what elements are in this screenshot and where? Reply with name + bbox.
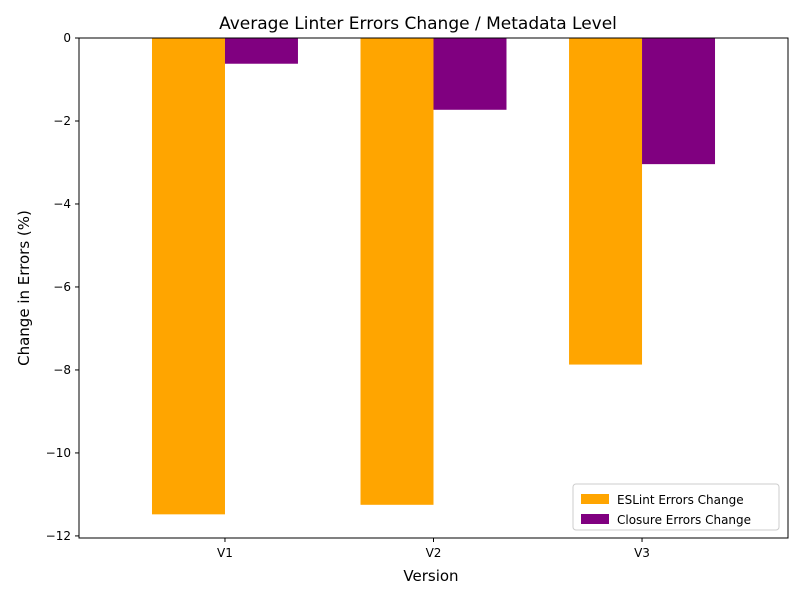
y-tick-label: −12	[46, 529, 71, 543]
y-tick-label: −2	[53, 114, 71, 128]
bar-eslint-v1	[151, 38, 225, 515]
chart-title: Average Linter Errors Change / Metadata …	[219, 14, 617, 34]
y-axis-label: Change in Errors (%)	[15, 210, 33, 366]
y-tick-label: −4	[53, 197, 71, 211]
x-axis-label: Version	[403, 567, 458, 585]
x-tick-label: V3	[634, 546, 650, 560]
legend-swatch-eslint	[581, 494, 609, 504]
y-tick-label: 0	[63, 31, 71, 45]
y-tick-label: −10	[46, 446, 71, 460]
bars-layer	[151, 38, 716, 515]
legend-label-eslint: ESLint Errors Change	[617, 493, 744, 507]
legend: ESLint Errors Change Closure Errors Chang…	[572, 483, 780, 531]
y-tick-label: −8	[53, 363, 71, 377]
legend-swatch-closure	[581, 514, 609, 524]
bar-closure-v2	[433, 38, 507, 110]
bar-closure-v3	[642, 38, 716, 165]
legend-label-closure: Closure Errors Change	[617, 513, 751, 527]
legend-box	[572, 483, 780, 531]
axes-layer: 0 −2 −4 −6 −8 −10 −12 V1 V2 V3	[46, 31, 789, 560]
x-tick-label: V1	[217, 546, 233, 560]
bar-eslint-v2	[360, 38, 434, 505]
bar-eslint-v3	[569, 38, 643, 365]
x-tick-label: V2	[426, 546, 442, 560]
y-tick-label: −6	[53, 280, 71, 294]
bar-closure-v1	[224, 38, 298, 64]
